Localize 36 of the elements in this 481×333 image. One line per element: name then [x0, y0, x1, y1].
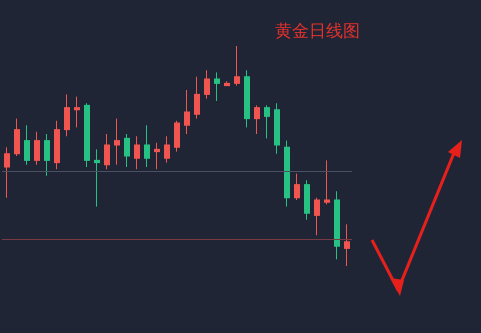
candlestick — [154, 142, 160, 170]
candlestick — [134, 136, 140, 170]
candlestick — [274, 102, 280, 154]
candlestick — [314, 197, 320, 236]
candlestick — [344, 224, 350, 266]
candlestick — [204, 70, 210, 100]
candlestick — [104, 134, 110, 170]
candlestick — [144, 124, 150, 168]
candlestick — [284, 140, 290, 208]
candlestick — [14, 118, 20, 156]
candlestick — [334, 190, 340, 260]
candlestick — [264, 104, 270, 139]
candlestick — [84, 102, 90, 168]
candlestick — [324, 160, 330, 205]
candlestick — [74, 96, 80, 128]
candlestick — [184, 90, 190, 134]
candlestick — [44, 134, 50, 176]
candlestick — [174, 120, 180, 152]
candlestick — [4, 146, 10, 198]
candlestick — [24, 124, 30, 166]
candlestick — [124, 134, 130, 168]
candlestick — [164, 136, 170, 164]
candlestick — [94, 148, 100, 208]
candlestick — [64, 94, 70, 137]
candlestick — [294, 173, 300, 200]
candlestick — [254, 104, 260, 134]
candlestick — [224, 80, 230, 86]
candlestick — [114, 118, 120, 166]
candlestick — [214, 72, 220, 102]
candlestick — [244, 70, 250, 128]
candlestick — [194, 76, 200, 120]
candlestick — [54, 120, 60, 170]
chart-title: 黄金日线图 — [275, 22, 360, 42]
candlestick — [304, 180, 310, 220]
candlestick — [34, 131, 40, 166]
candlestick — [234, 46, 240, 86]
